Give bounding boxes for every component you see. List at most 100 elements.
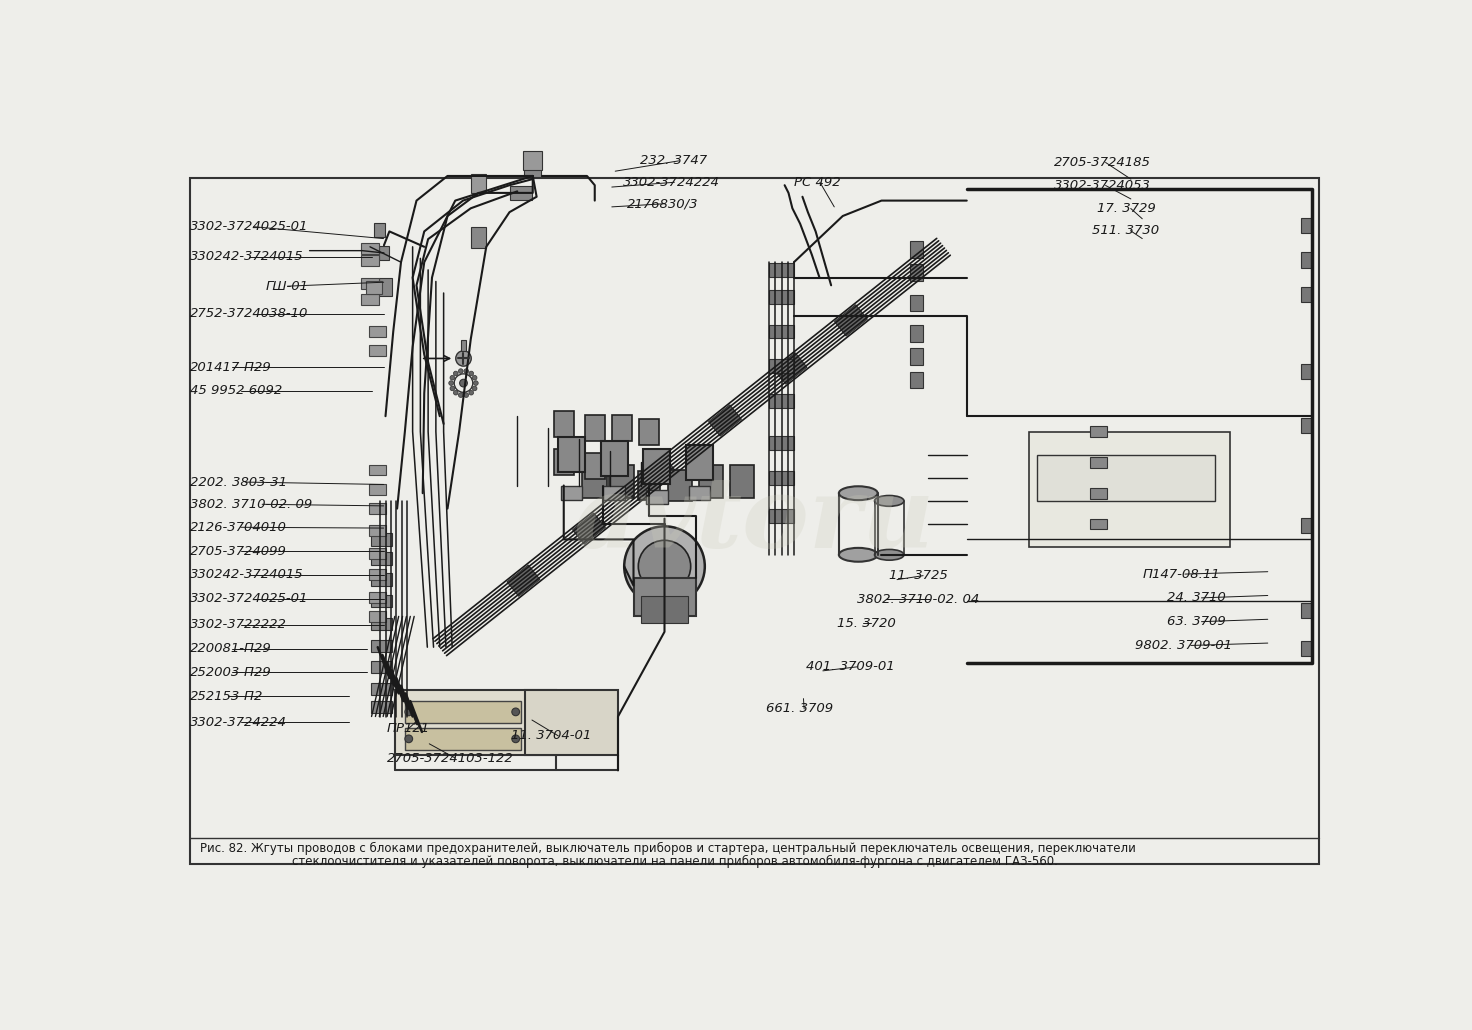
Bar [369,465,386,476]
Bar [362,243,378,253]
Text: стеклоочистителя и указателей поворота, выключатели на панели приборов автомобил: стеклоочистителя и указателей поворота, … [293,855,1058,868]
Bar [1089,457,1107,468]
Bar [511,186,531,200]
Bar [584,415,605,441]
Circle shape [405,708,412,716]
Text: 17. 3729: 17. 3729 [1097,202,1156,215]
Bar [643,449,670,483]
Text: 201417-П29: 201417-П29 [190,360,271,374]
Bar [371,618,393,630]
Bar [609,466,634,497]
Text: 2202. 3803-31: 2202. 3803-31 [190,476,287,488]
Bar [506,565,540,596]
Bar [643,457,676,488]
Text: 3302-3724224: 3302-3724224 [623,176,720,188]
Bar [686,445,712,480]
Bar [405,701,521,723]
Bar [369,484,386,494]
Text: 330242-3724015: 330242-3724015 [190,569,303,581]
Bar [461,340,465,351]
Bar [604,486,626,501]
Text: 2705-3724185: 2705-3724185 [1054,156,1151,169]
Bar [369,327,386,337]
Bar [1301,518,1312,534]
Circle shape [474,381,478,385]
Text: 401. 3709-01: 401. 3709-01 [805,660,895,674]
Bar [371,661,393,674]
Circle shape [449,381,453,385]
Text: РС 492: РС 492 [795,176,841,188]
Bar [910,325,923,342]
Bar [405,728,521,750]
Circle shape [470,371,474,376]
Bar [910,348,923,366]
Bar [770,471,793,485]
Text: ПР121: ПР121 [387,722,430,735]
Bar [362,294,378,305]
Ellipse shape [839,548,877,561]
Bar [1089,426,1107,437]
Text: 3302-3724025-01: 3302-3724025-01 [190,592,308,606]
Bar [190,177,1319,864]
Text: 45 9952 6092: 45 9952 6092 [190,384,283,398]
Bar [524,156,542,177]
Circle shape [470,390,474,396]
Text: avtoru: avtoru [574,472,935,569]
Circle shape [473,386,477,390]
Bar [378,278,393,296]
Bar [362,278,378,289]
Bar [369,524,386,536]
Bar [367,281,381,294]
Bar [774,353,807,384]
Text: 330242-3724015: 330242-3724015 [190,250,303,264]
Circle shape [459,379,468,387]
Bar [770,289,793,304]
Bar [1301,252,1312,268]
Circle shape [464,392,468,398]
Bar [524,151,542,170]
Bar [374,222,384,237]
Text: 252153-П2: 252153-П2 [190,690,263,702]
Ellipse shape [874,495,904,507]
Text: П147-08.11: П147-08.11 [1142,568,1220,581]
Bar [369,570,386,580]
Text: 232. 3747: 232. 3747 [640,154,708,168]
Bar [770,263,793,277]
Text: 2705-3724099: 2705-3724099 [190,545,287,557]
Text: 2752-3724038-10: 2752-3724038-10 [190,307,308,320]
Bar [558,438,584,472]
Circle shape [458,369,464,374]
Bar [553,449,574,476]
Bar [730,466,754,497]
Bar [639,471,659,501]
Bar [1301,418,1312,434]
Bar [371,683,393,695]
Bar [371,574,393,586]
Bar [378,246,390,260]
Bar [1301,603,1312,618]
Circle shape [458,392,464,398]
Bar [1301,641,1312,656]
Bar [369,345,386,356]
Bar [369,592,386,603]
Bar [369,504,386,514]
Bar [573,513,605,544]
Bar [471,174,486,193]
Bar [910,372,923,388]
Bar [561,486,583,501]
Text: 2176830/3: 2176830/3 [627,197,698,210]
Bar [1089,519,1107,529]
Circle shape [453,390,458,396]
Text: 63. 3709: 63. 3709 [1167,615,1226,628]
Circle shape [456,351,471,366]
Circle shape [624,526,705,607]
Circle shape [450,375,455,380]
Bar [1301,217,1312,233]
Bar [689,486,710,501]
Text: Рис. 82. Жгуты проводов с блоками предохранителей, выключатель приборов и старте: Рис. 82. Жгуты проводов с блоками предох… [200,843,1135,856]
Bar [910,241,923,258]
Text: 511. 3730: 511. 3730 [1092,225,1160,237]
Bar [668,470,692,501]
Text: 2126-3704010: 2126-3704010 [190,521,287,534]
Bar [910,295,923,311]
